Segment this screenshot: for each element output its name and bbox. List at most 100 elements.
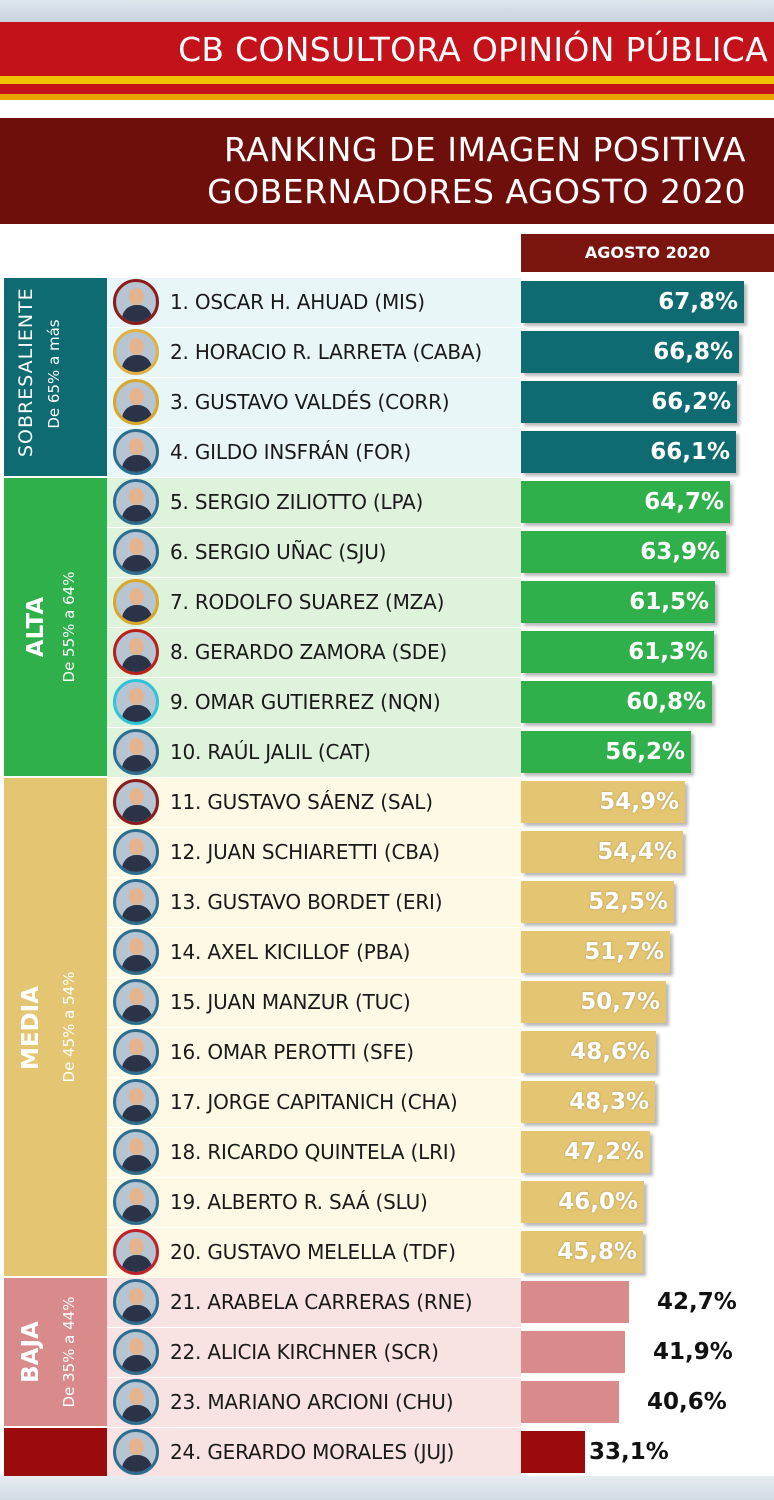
value-bar [521, 1231, 643, 1273]
value-bar [521, 681, 712, 723]
row-background [107, 1278, 521, 1327]
governor-photo [113, 729, 159, 775]
value-label: 52,5% [588, 889, 668, 915]
row-divider [107, 877, 521, 878]
band-range-sobresaliente: De 65% a más [45, 319, 63, 429]
row-divider [107, 1377, 521, 1378]
value-bar [521, 431, 736, 473]
row-background [107, 528, 521, 577]
value-bar [521, 881, 674, 923]
governor-name: 9. OMAR GUTIERREZ (NQN) [170, 690, 441, 714]
value-label: 40,6% [647, 1389, 727, 1415]
governor-photo [113, 929, 159, 975]
band-last [4, 1428, 107, 1476]
band-sobresaliente: SOBRESALIENTE De 65% a más [4, 278, 107, 476]
row-divider [107, 1027, 521, 1028]
governor-photo [113, 279, 159, 325]
row-divider [107, 627, 521, 628]
value-bar [521, 1181, 644, 1223]
value-label: 56,2% [605, 739, 685, 765]
row-background [107, 928, 521, 977]
row-divider [107, 427, 521, 428]
band-baja: BAJA De 35% a 44% [4, 1278, 107, 1426]
governor-name: 1. OSCAR H. AHUAD (MIS) [170, 290, 425, 314]
row-divider [107, 677, 521, 678]
row-background [107, 878, 521, 927]
governor-name: 7. RODOLFO SUAREZ (MZA) [170, 590, 445, 614]
value-label: 60,8% [626, 689, 706, 715]
value-label: 66,8% [653, 339, 733, 365]
band-title-alta: ALTA [23, 596, 49, 658]
governor-name: 13. GUSTAVO BORDET (ERI) [170, 890, 443, 914]
governor-name: 24. GERARDO MORALES (JUJ) [170, 1440, 455, 1464]
value-bar [521, 331, 739, 373]
row-background [107, 828, 521, 877]
band-range-media: De 45% a 54% [60, 971, 78, 1083]
row-background [107, 678, 521, 727]
row-background [107, 728, 521, 777]
value-bar [521, 781, 685, 823]
governor-photo [113, 1079, 159, 1125]
governor-name: 6. SERGIO UÑAC (SJU) [170, 540, 387, 564]
row-divider [107, 1127, 521, 1128]
value-label: 67,8% [658, 289, 738, 315]
title-box: RANKING DE IMAGEN POSITIVA GOBERNADORES … [0, 118, 774, 224]
row-background [107, 1228, 521, 1277]
value-bar [521, 631, 714, 673]
value-bar [521, 1381, 619, 1423]
governor-photo [113, 1029, 159, 1075]
value-bar [521, 281, 744, 323]
governor-photo [113, 379, 159, 425]
row-background [107, 1028, 521, 1077]
governor-photo [113, 479, 159, 525]
row-background [107, 278, 521, 327]
row-divider [107, 477, 521, 478]
value-bar [521, 1281, 629, 1323]
value-label: 54,9% [599, 789, 679, 815]
row-divider [107, 977, 521, 978]
governor-photo [113, 879, 159, 925]
governor-name: 23. MARIANO ARCIONI (CHU) [170, 1390, 454, 1414]
brand-name: CB CONSULTORA OPINIÓN PÚBLICA [178, 30, 768, 69]
governor-name: 14. AXEL KICILLOF (PBA) [170, 940, 411, 964]
row-background [107, 1428, 521, 1477]
governor-photo [113, 1229, 159, 1275]
governor-name: 11. GUSTAVO SÁENZ (SAL) [170, 790, 433, 814]
governor-name: 2. HORACIO R. LARRETA (CABA) [170, 340, 482, 364]
band-title-media: MEDIA [18, 985, 44, 1071]
value-bar [521, 481, 730, 523]
row-background [107, 1078, 521, 1127]
row-background [107, 478, 521, 527]
value-bar [521, 931, 670, 973]
row-divider [107, 377, 521, 378]
governor-name: 19. ALBERTO R. SAÁ (SLU) [170, 1190, 428, 1214]
governor-photo [113, 579, 159, 625]
value-label: 33,1% [589, 1439, 669, 1465]
governor-photo [113, 629, 159, 675]
governor-name: 12. JUAN SCHIARETTI (CBA) [170, 840, 440, 864]
value-label: 48,6% [570, 1039, 650, 1065]
value-label: 42,7% [657, 1289, 737, 1315]
row-divider [107, 777, 521, 778]
chart-title-line-2: GOBERNADORES AGOSTO 2020 [207, 172, 746, 211]
band-title-sobresaliente: SOBRESALIENTE [15, 287, 37, 457]
governor-photo [113, 1179, 159, 1225]
value-bar [521, 1131, 650, 1173]
row-background [107, 378, 521, 427]
value-bar [521, 1081, 655, 1123]
row-divider [107, 1227, 521, 1228]
row-background [107, 1378, 521, 1427]
governor-name: 21. ARABELA CARRERAS (RNE) [170, 1290, 473, 1314]
governor-name: 20. GUSTAVO MELELLA (TDF) [170, 1240, 456, 1264]
value-label: 54,4% [597, 839, 677, 865]
governor-name: 16. OMAR PEROTTI (SFE) [170, 1040, 414, 1064]
governor-photo [113, 979, 159, 1025]
governor-name: 4. GILDO INSFRÁN (FOR) [170, 440, 411, 464]
row-divider [107, 1077, 521, 1078]
governor-name: 17. JORGE CAPITANICH (CHA) [170, 1090, 458, 1114]
row-divider [107, 327, 521, 328]
row-background [107, 1178, 521, 1227]
value-label: 45,8% [557, 1239, 637, 1265]
value-label: 46,0% [558, 1189, 638, 1215]
bottom-band [0, 1476, 774, 1500]
